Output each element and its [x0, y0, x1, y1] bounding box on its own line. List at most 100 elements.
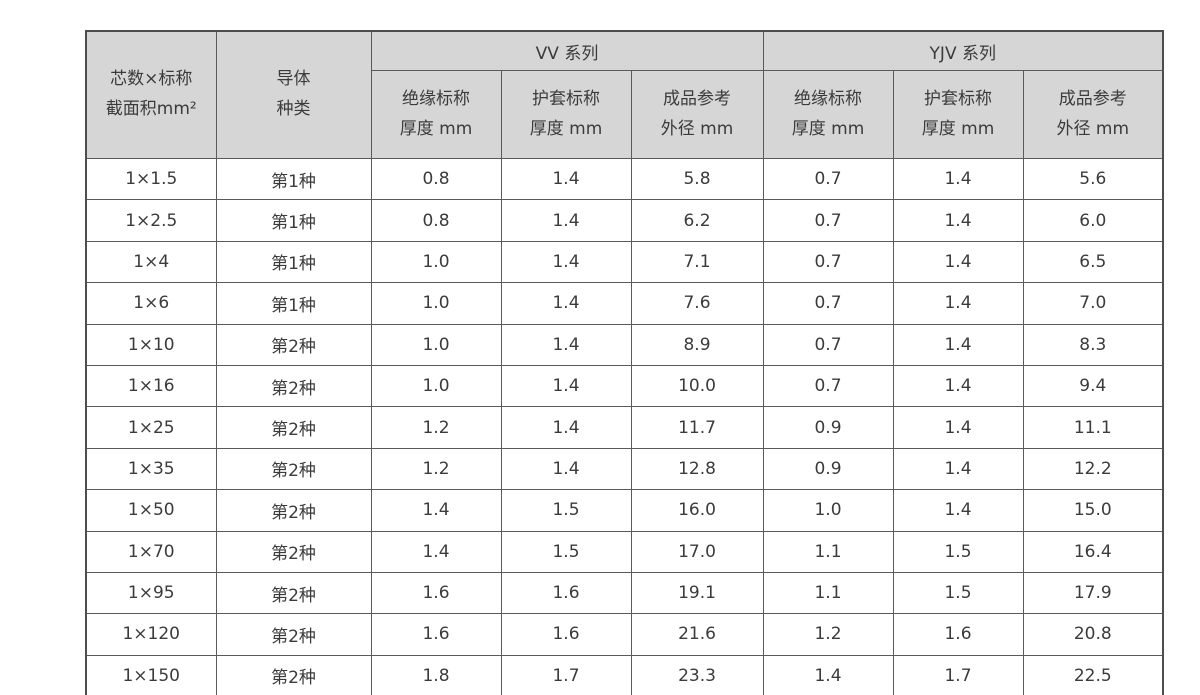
vv-insulation-cell: 1.8 — [370, 654, 502, 695]
yjv-od-cell: 12.2 — [1022, 447, 1164, 491]
spec-cell: 1×35 — [85, 447, 217, 491]
vv-od-cell: 16.0 — [630, 489, 764, 532]
yjv-sheath-cell: 1.5 — [892, 530, 1024, 573]
header-vv-sheath-line2: 厚度 mm — [529, 118, 603, 139]
vv-insulation-cell: 1.0 — [370, 282, 502, 325]
yjv-od-cell: 11.1 — [1022, 406, 1164, 449]
yjv-insulation-cell: 1.0 — [762, 489, 894, 532]
sub-header-row: 绝缘标称 厚度 mm 护套标称 厚度 mm 成品参考 外径 mm 绝缘标称 厚度… — [86, 70, 1164, 159]
vv-insulation-cell: 1.4 — [370, 489, 502, 532]
yjv-sheath-cell: 1.4 — [892, 406, 1024, 449]
vv-insulation-cell: 1.6 — [370, 613, 502, 656]
vv-od-cell: 11.7 — [630, 406, 764, 449]
yjv-insulation-cell: 0.7 — [762, 199, 894, 242]
spec-cell: 1×50 — [85, 489, 217, 532]
yjv-sheath-cell: 1.4 — [892, 323, 1024, 366]
yjv-od-cell: 20.8 — [1022, 613, 1164, 656]
yjv-sheath-cell: 1.4 — [892, 199, 1024, 242]
cable-spec-table: 芯数×标称 截面积mm² 导体 种类 VV 系列 YJV 系列 绝缘标称 厚度 … — [85, 30, 1165, 695]
header-yjv-sheath: 护套标称 厚度 mm — [892, 70, 1024, 159]
header-yjv-sheath-line1: 护套标称 — [924, 88, 993, 109]
yjv-insulation-cell: 0.7 — [762, 282, 894, 325]
spec-cell: 1×25 — [85, 406, 217, 449]
yjv-insulation-cell: 0.7 — [762, 157, 894, 201]
vv-sheath-cell: 1.4 — [500, 157, 632, 201]
vv-insulation-cell: 0.8 — [370, 157, 502, 201]
spec-cell: 1×2.5 — [85, 199, 217, 242]
yjv-insulation-cell: 0.7 — [762, 364, 894, 408]
yjv-od-cell: 22.5 — [1022, 654, 1164, 695]
vv-sheath-cell: 1.6 — [500, 613, 632, 656]
vv-sheath-cell: 1.4 — [500, 240, 632, 284]
vv-insulation-cell: 1.0 — [370, 364, 502, 408]
vv-sheath-cell: 1.4 — [500, 323, 632, 366]
vv-sheath-cell: 1.5 — [500, 489, 632, 532]
vv-od-cell: 5.8 — [630, 157, 764, 201]
conductor-cell: 第2种 — [215, 489, 372, 532]
vv-insulation-cell: 1.0 — [370, 240, 502, 284]
yjv-insulation-cell: 0.7 — [762, 323, 894, 366]
group-header-row: 芯数×标称 截面积mm² 导体 种类 VV 系列 YJV 系列 — [85, 30, 1164, 159]
table-row: 1×1.5 第1种 0.8 1.4 5.8 0.7 1.4 5.6 — [85, 157, 1164, 201]
conductor-cell: 第2种 — [215, 447, 372, 491]
header-yjv-insulation-line2: 厚度 mm — [791, 118, 865, 139]
header-yjv-insulation: 绝缘标称 厚度 mm — [762, 70, 894, 159]
table-row: 1×6 第1种 1.0 1.4 7.6 0.7 1.4 7.0 — [85, 282, 1164, 325]
table-row: 1×50 第2种 1.4 1.5 16.0 1.0 1.4 15.0 — [85, 489, 1164, 532]
table-row: 1×35 第2种 1.2 1.4 12.8 0.9 1.4 12.2 — [85, 447, 1164, 491]
spec-cell: 1×10 — [85, 323, 217, 366]
yjv-sheath-cell: 1.4 — [892, 157, 1024, 201]
yjv-sheath-cell: 1.4 — [892, 282, 1024, 325]
vv-insulation-cell: 1.2 — [370, 447, 502, 491]
yjv-od-cell: 9.4 — [1022, 364, 1164, 408]
conductor-cell: 第1种 — [215, 157, 372, 201]
header-vv-od: 成品参考 外径 mm — [630, 70, 764, 159]
spec-cell: 1×70 — [85, 530, 217, 573]
table-row: 1×10 第2种 1.0 1.4 8.9 0.7 1.4 8.3 — [85, 323, 1164, 366]
yjv-insulation-cell: 0.9 — [762, 447, 894, 491]
yjv-od-cell: 16.4 — [1022, 530, 1164, 573]
yjv-od-cell: 6.0 — [1022, 199, 1164, 242]
header-yjv-sheath-line2: 厚度 mm — [921, 118, 995, 139]
conductor-cell: 第2种 — [215, 530, 372, 573]
vv-insulation-cell: 1.2 — [370, 406, 502, 449]
header-yjv-od-line2: 外径 mm — [1056, 118, 1130, 139]
yjv-od-cell: 17.9 — [1022, 571, 1164, 615]
vv-od-cell: 19.1 — [630, 571, 764, 615]
vv-sheath-cell: 1.4 — [500, 364, 632, 408]
vv-od-cell: 17.0 — [630, 530, 764, 573]
vv-insulation-cell: 1.0 — [370, 323, 502, 366]
table-row: 1×70 第2种 1.4 1.5 17.0 1.1 1.5 16.4 — [85, 530, 1164, 573]
conductor-cell: 第2种 — [215, 571, 372, 615]
table-row: 1×16 第2种 1.0 1.4 10.0 0.7 1.4 9.4 — [85, 364, 1164, 408]
vv-od-cell: 6.2 — [630, 199, 764, 242]
spec-cell: 1×6 — [85, 282, 217, 325]
table-body: 1×1.5 第1种 0.8 1.4 5.8 0.7 1.4 5.6 1×2.5 第1种 0.8 1.4… — [85, 157, 1164, 695]
header-yjv-od-line1: 成品参考 — [1058, 88, 1127, 109]
header-core-spec: 芯数×标称 截面积mm² — [85, 30, 217, 159]
yjv-sheath-cell: 1.4 — [892, 240, 1024, 284]
vv-sheath-cell: 1.4 — [500, 447, 632, 491]
vv-od-cell: 12.8 — [630, 447, 764, 491]
yjv-sheath-cell: 1.4 — [892, 447, 1024, 491]
table-row: 1×150 第2种 1.8 1.7 23.3 1.4 1.7 22.5 — [85, 654, 1164, 695]
yjv-od-cell: 8.3 — [1022, 323, 1164, 366]
vv-od-cell: 21.6 — [630, 613, 764, 656]
header-vv-od-line1: 成品参考 — [663, 88, 731, 109]
yjv-insulation-cell: 1.1 — [762, 530, 894, 573]
table-row: 1×2.5 第1种 0.8 1.4 6.2 0.7 1.4 6.0 — [85, 199, 1164, 242]
table-row: 1×120 第2种 1.6 1.6 21.6 1.2 1.6 20.8 — [85, 613, 1164, 656]
spec-cell: 1×120 — [85, 613, 217, 656]
yjv-od-cell: 5.6 — [1022, 157, 1164, 201]
header-vv-sheath-line1: 护套标称 — [532, 88, 600, 109]
conductor-cell: 第2种 — [215, 364, 372, 408]
yjv-sheath-cell: 1.7 — [892, 654, 1024, 695]
conductor-cell: 第2种 — [215, 613, 372, 656]
header-group-yjv: YJV 系列 — [762, 30, 1164, 71]
vv-od-cell: 7.1 — [630, 240, 764, 284]
header-vv-insulation: 绝缘标称 厚度 mm — [370, 70, 502, 159]
yjv-insulation-cell: 1.2 — [762, 613, 894, 656]
table-header: 芯数×标称 截面积mm² 导体 种类 VV 系列 YJV 系列 绝缘标称 厚度 … — [85, 30, 1164, 159]
conductor-cell: 第1种 — [215, 240, 372, 284]
